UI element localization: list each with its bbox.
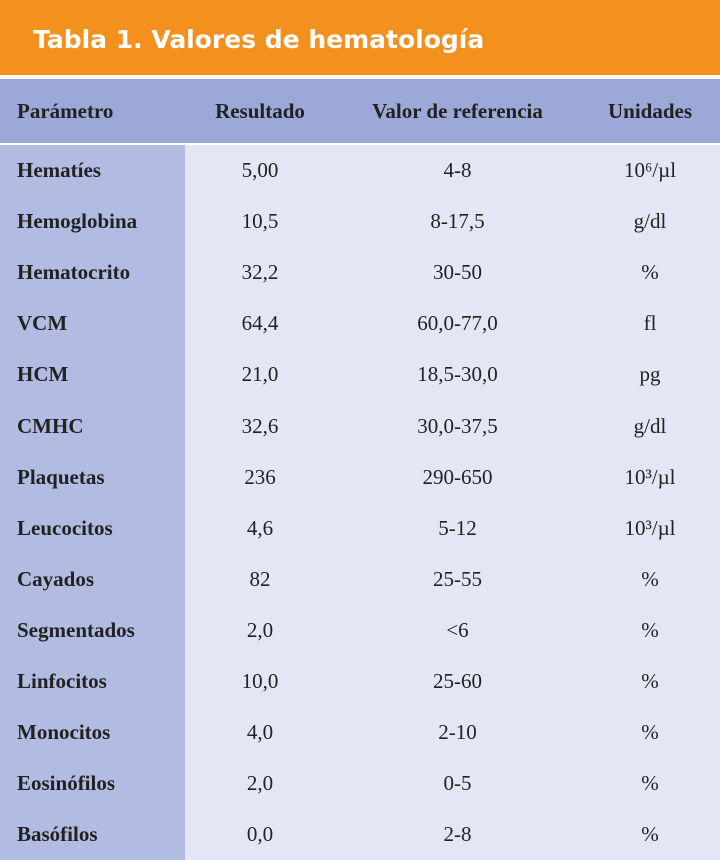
table-cell: Leucocitos [0, 502, 185, 554]
table-cell: % [641, 822, 659, 847]
table-row: Hematíes 5,00 4-8 10⁶/µl [0, 145, 720, 197]
table-cell: Basófilos [0, 809, 185, 860]
table-cell: 5,00 [241, 158, 279, 183]
table-cell: 4,0 [246, 720, 274, 745]
table-cell: 4-8 [443, 158, 472, 183]
table-cell: 32,6 [241, 413, 279, 438]
table-cell: g/dl [633, 209, 667, 234]
table-cell: 290-650 [422, 464, 493, 489]
table-row: Cayados 82 25-55% [0, 553, 720, 605]
table-cell: 5-12 [438, 515, 477, 540]
table-cell: 2-10 [438, 720, 477, 745]
table-cell: 30-50 [433, 260, 482, 285]
table-cell: 60,0-77,0 [417, 311, 498, 336]
table-cell: 0-5 [443, 771, 472, 796]
table-cell: 82 [249, 566, 271, 591]
table-cell: 2,0 [246, 771, 274, 796]
table-cell: 21,0 [241, 362, 279, 387]
table-row: Monocitos 4,0 2-10% [0, 707, 720, 759]
table-cell: g/dl [633, 413, 667, 438]
table-cell: Hematocrito [0, 247, 185, 299]
table-row: Linfocitos 10,0 25-60% [0, 655, 720, 708]
table-cell: % [641, 720, 659, 745]
header-row: Parámetro Resultado Valor de referencia Uni… [0, 79, 720, 143]
table-cell: 2,0 [246, 617, 274, 642]
table-cell: 32,2 [241, 260, 279, 285]
table-cell: 10³/µl [624, 464, 676, 489]
table-cell: 10,0 [241, 668, 279, 693]
table-cell: 30,0-37,5 [417, 413, 498, 438]
table-cell: % [641, 260, 659, 285]
table-row: Plaquetas 236 290-650 10³/µl [0, 451, 720, 503]
table-cell: Hemoglobina [0, 196, 185, 248]
table-row: CMHC 32,6 30,0-37,5 g/dl [0, 400, 720, 452]
table-cell: pg [639, 362, 661, 387]
table: Parámetro Resultado Valor de referencia Uni… [0, 79, 720, 860]
table-cell: 25-60 [433, 668, 482, 693]
table-row: Eosinófilos 2,0 0-5% [0, 758, 720, 810]
table-cell: 25-55 [433, 566, 482, 591]
table-row: VCM 64,4 60,0-77,0 fl [0, 298, 720, 350]
table-cell: Hematíes [0, 145, 185, 197]
header-cell: Valor de referencia [372, 98, 543, 123]
table-cell: 2-8 [443, 822, 472, 847]
header-cell: Resultado [215, 98, 305, 123]
header-cell: Parámetro [17, 98, 114, 123]
table-cell: Eosinófilos [0, 758, 185, 810]
table-cell: HCM [0, 349, 185, 401]
table-cell: 4,6 [246, 515, 274, 540]
table-row: Hemoglobina 10,5 8-17,5 g/dl [0, 196, 720, 248]
table-cell: % [641, 566, 659, 591]
table-cell: 8-17,5 [430, 209, 485, 234]
table-cell: Segmentados [0, 604, 185, 656]
table-cell: % [641, 668, 659, 693]
table-cell: 10⁶/µl [623, 158, 677, 183]
table-cell: CMHC [0, 400, 185, 452]
table-cell: 10,5 [241, 209, 279, 234]
table-cell: <6 [446, 617, 469, 642]
table-cell: % [641, 771, 659, 796]
table-row: Hematocrito 32,2 30-50% [0, 247, 720, 299]
table-cell: % [641, 617, 659, 642]
table-cell: 236 [244, 464, 276, 489]
table-body: Hematíes 5,00 4-8 10⁶/µl Hemoglobina 10,5 8-17… [0, 143, 720, 860]
table-cell: 64,4 [241, 311, 279, 336]
table-cell: Cayados [0, 553, 185, 605]
table-cell: fl [643, 311, 657, 336]
table-cell: 18,5-30,0 [417, 362, 498, 387]
table-cell: Plaquetas [0, 451, 185, 503]
table-row: Segmentados 2,0 <6% [0, 604, 720, 656]
header-cell: Unidades [607, 98, 693, 123]
table-row: Basófilos 0,0 2-8% [0, 809, 720, 860]
table-cell: VCM [0, 298, 185, 350]
table-row: Leucocitos 4,6 5-12 10³/µl [0, 502, 720, 554]
table-cell: Monocitos [0, 707, 185, 759]
table-title: Tabla 1. Valores de hematología [0, 0, 720, 75]
table-cell: 0,0 [246, 822, 274, 847]
table-cell: Linfocitos [0, 655, 185, 708]
table-cell: 10³/µl [624, 515, 676, 540]
table-row: HCM 21,0 18,5-30,0 pg [0, 349, 720, 401]
